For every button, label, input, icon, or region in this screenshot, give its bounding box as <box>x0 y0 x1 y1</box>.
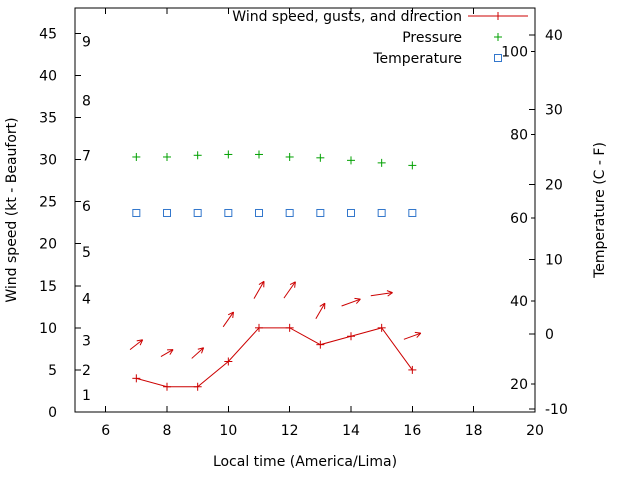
beaufort-tick-label: 1 <box>82 388 91 404</box>
wind-direction-arrow <box>160 349 174 358</box>
temperature-point <box>224 208 233 217</box>
wind-speed-point <box>408 365 417 374</box>
temperature-point <box>316 208 325 217</box>
right-y-axis-title: Temperature (C - F) <box>592 142 608 279</box>
pressure-point <box>193 151 202 160</box>
kt-tick-label: 40 <box>39 68 57 84</box>
wind-speed-point <box>163 382 171 391</box>
kt-tick-label: 20 <box>39 237 57 253</box>
x-axis-title: Local time (America/Lima) <box>213 454 397 470</box>
pressure-point <box>408 161 417 170</box>
kt-tick-label: 30 <box>39 153 57 169</box>
left-y-axis-title: Wind speed (kt - Beaufort) <box>4 117 20 302</box>
temperature-point <box>193 208 202 217</box>
pressure-point <box>377 158 386 167</box>
x-tick-label: 10 <box>219 423 237 439</box>
pressure-point <box>347 156 355 165</box>
wind-speed-point <box>377 323 386 332</box>
beaufort-tick-label: 9 <box>82 35 91 51</box>
temperature-point <box>132 208 141 217</box>
legend-label: Pressure <box>402 30 462 46</box>
wind-speed-point <box>224 357 233 366</box>
wind-speed-point <box>285 323 294 332</box>
x-tick-label: 18 <box>465 423 483 439</box>
wind-direction-arrow <box>222 311 234 328</box>
temperature-point <box>285 208 294 217</box>
beaufort-tick-label: 2 <box>82 363 91 379</box>
f-tick-label: 80 <box>510 128 528 144</box>
c-tick-label: 20 <box>545 178 563 194</box>
wind-direction-arrow <box>341 297 361 307</box>
beaufort-tick-label: 4 <box>82 291 91 307</box>
pressure-point <box>132 152 141 161</box>
pressure-point <box>163 152 171 161</box>
axis-tick-labels: 6 8 10 12 14 16 18 2005101520253035404512345678… <box>39 26 568 439</box>
x-tick-label: 20 <box>526 423 544 439</box>
f-tick-label: 100 <box>501 45 528 61</box>
kt-tick-label: 10 <box>39 321 57 337</box>
wind-speed-point <box>347 332 355 341</box>
axis-ticks <box>75 8 536 413</box>
wind-direction-arrow <box>315 302 326 320</box>
x-tick-label: 6 <box>101 423 110 439</box>
plot-border <box>74 7 536 413</box>
beaufort-tick-label: 3 <box>82 333 91 349</box>
c-tick-label: 0 <box>545 327 554 343</box>
beaufort-tick-label: 5 <box>82 245 91 261</box>
wind-speed-line <box>136 327 413 388</box>
kt-tick-label: 35 <box>39 110 57 126</box>
wind-speed-point <box>255 323 263 332</box>
temperature-point <box>377 208 386 217</box>
wind-direction-arrow <box>129 339 144 350</box>
beaufort-tick-label: 8 <box>82 94 91 110</box>
x-tick-label: 12 <box>281 423 299 439</box>
c-tick-label: -10 <box>545 402 568 418</box>
temperature-point <box>255 208 263 217</box>
kt-tick-label: 15 <box>39 279 57 295</box>
legend-marker <box>494 12 502 20</box>
wind-speed-point <box>193 382 202 391</box>
wind-direction-arrow <box>283 281 296 299</box>
pressure-point <box>316 153 325 162</box>
x-tick-label: 14 <box>342 423 360 439</box>
legend: Wind speed, gusts, and direction Pressure… <box>232 9 528 67</box>
wind-direction-arrow <box>403 331 422 340</box>
wind-direction-arrow <box>253 280 265 299</box>
legend-label: Wind speed, gusts, and direction <box>232 9 462 25</box>
c-tick-label: 40 <box>545 28 563 44</box>
beaufort-tick-label: 6 <box>82 199 91 215</box>
wind-speed-point <box>132 374 141 383</box>
f-tick-label: 60 <box>510 211 528 227</box>
pressure-point <box>285 152 294 161</box>
kt-tick-label: 0 <box>48 405 57 421</box>
f-tick-label: 40 <box>510 294 528 310</box>
wind-direction-arrow <box>370 290 393 297</box>
x-tick-label: 8 <box>163 423 172 439</box>
pressure-point <box>224 150 233 159</box>
wind-speed-point <box>316 340 325 349</box>
temperature-point <box>347 208 355 217</box>
kt-tick-label: 25 <box>39 195 57 211</box>
wind-direction-arrow <box>191 347 205 359</box>
kt-tick-label: 5 <box>48 363 57 379</box>
pressure-point <box>255 150 263 159</box>
series-wind-speed <box>132 323 417 391</box>
legend-label: Temperature <box>372 51 462 67</box>
legend-marker <box>494 54 502 62</box>
temperature-point <box>408 208 417 217</box>
c-tick-label: 30 <box>545 103 563 119</box>
temperature-point <box>163 208 171 217</box>
legend-marker <box>494 33 502 41</box>
x-tick-label: 16 <box>403 423 421 439</box>
f-tick-label: 20 <box>510 377 528 393</box>
series-pressure <box>132 150 417 170</box>
beaufort-tick-label: 7 <box>82 148 91 164</box>
c-tick-label: 10 <box>545 252 563 268</box>
kt-tick-label: 45 <box>39 26 57 42</box>
series-gust-arrows <box>129 280 422 359</box>
series-temperature <box>132 208 417 217</box>
